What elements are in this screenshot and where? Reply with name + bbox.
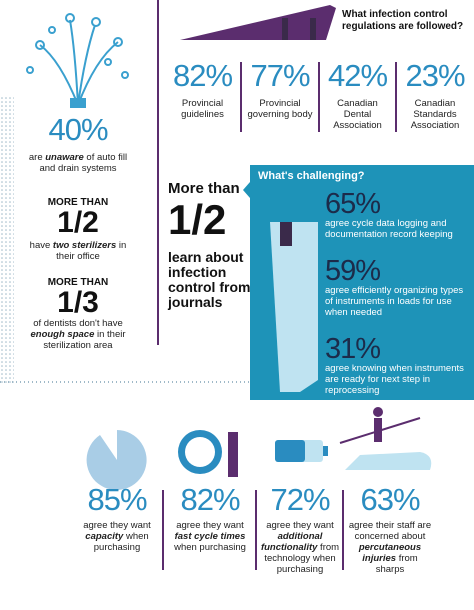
stat-label: Canadian Dental Association bbox=[333, 98, 382, 131]
text: in their sterilization area bbox=[43, 329, 126, 351]
text: from technology when purchasing bbox=[264, 542, 340, 575]
text: enough space bbox=[30, 329, 95, 340]
stat-value: 65% bbox=[325, 188, 381, 220]
stat-text: of dentists don't have enough space in t… bbox=[28, 318, 128, 351]
stat-text: agree cycle data logging and documentati… bbox=[325, 218, 453, 240]
lead: MORE THAN bbox=[47, 197, 109, 208]
fraction: 1/2 bbox=[168, 196, 227, 243]
fraction: 1/3 bbox=[57, 286, 99, 319]
fraction: 1/2 bbox=[57, 206, 99, 239]
text: are bbox=[28, 152, 46, 163]
divider bbox=[157, 0, 159, 345]
text: of auto fill and drain systems bbox=[39, 152, 128, 174]
text: additional functionality bbox=[260, 531, 323, 553]
stat-value: 23% bbox=[405, 58, 465, 93]
text: of dentists don't have bbox=[33, 318, 123, 329]
stat-value: 59% bbox=[325, 255, 381, 287]
stat-text: have two sterilizers in their office bbox=[28, 240, 128, 262]
text: two sterilizers bbox=[52, 240, 117, 251]
text: in their office bbox=[56, 240, 127, 262]
stat-label: Provincial guidelines bbox=[181, 98, 224, 120]
stat-label: Canadian Standards Association bbox=[410, 98, 460, 131]
divider bbox=[342, 490, 344, 570]
stat-value: 42% bbox=[327, 58, 388, 93]
stat-text: agree they want capacity when purchasing bbox=[75, 520, 159, 553]
text: unaware bbox=[45, 152, 84, 163]
stat-value: 40% bbox=[48, 112, 108, 147]
text: have bbox=[29, 240, 53, 251]
journals-text: learn about infection control from journ… bbox=[168, 249, 251, 310]
text: percutaneous injuries bbox=[358, 542, 422, 564]
text: when purchasing bbox=[174, 542, 246, 553]
divider bbox=[240, 62, 242, 132]
stat-value: 82% bbox=[180, 482, 240, 517]
text: fast cycle times bbox=[174, 531, 246, 542]
text: from sharps bbox=[375, 553, 418, 575]
lead: MORE THAN bbox=[47, 277, 109, 288]
text: agree their staff are concerned about bbox=[348, 520, 432, 542]
text: agree they want bbox=[83, 520, 151, 531]
stat-value: 31% bbox=[325, 333, 381, 365]
text: agree they want bbox=[176, 520, 244, 531]
stat-text: agree they want additional functionality… bbox=[258, 520, 342, 575]
stat-text: agree their staff are concerned about pe… bbox=[348, 520, 432, 575]
text: capacity bbox=[85, 531, 124, 542]
stat-text: agree they want fast cycle times when pu… bbox=[168, 520, 252, 553]
stat-value: 82% bbox=[172, 58, 233, 93]
stat-value: 77% bbox=[250, 58, 310, 93]
lead: More than bbox=[168, 180, 240, 197]
divider bbox=[395, 62, 397, 132]
divider bbox=[318, 62, 320, 132]
stat-value: 85% bbox=[87, 482, 147, 517]
section-title: What's challenging? bbox=[258, 170, 365, 182]
stat-text: agree knowing when instruments are ready… bbox=[325, 363, 464, 396]
stat-text: agree efficiently organizing types of in… bbox=[325, 285, 464, 318]
stat-value: 72% bbox=[270, 482, 330, 517]
section-title: What infection control regulations are f… bbox=[342, 9, 464, 32]
stat-text: are unaware of auto fill and drain syste… bbox=[28, 152, 128, 174]
text: when purchasing bbox=[93, 531, 149, 553]
stat-value: 63% bbox=[360, 482, 420, 517]
divider bbox=[162, 490, 164, 570]
text: agree they want bbox=[266, 520, 334, 531]
stat-label: Provincial governing body bbox=[247, 98, 313, 120]
divider bbox=[255, 490, 257, 570]
